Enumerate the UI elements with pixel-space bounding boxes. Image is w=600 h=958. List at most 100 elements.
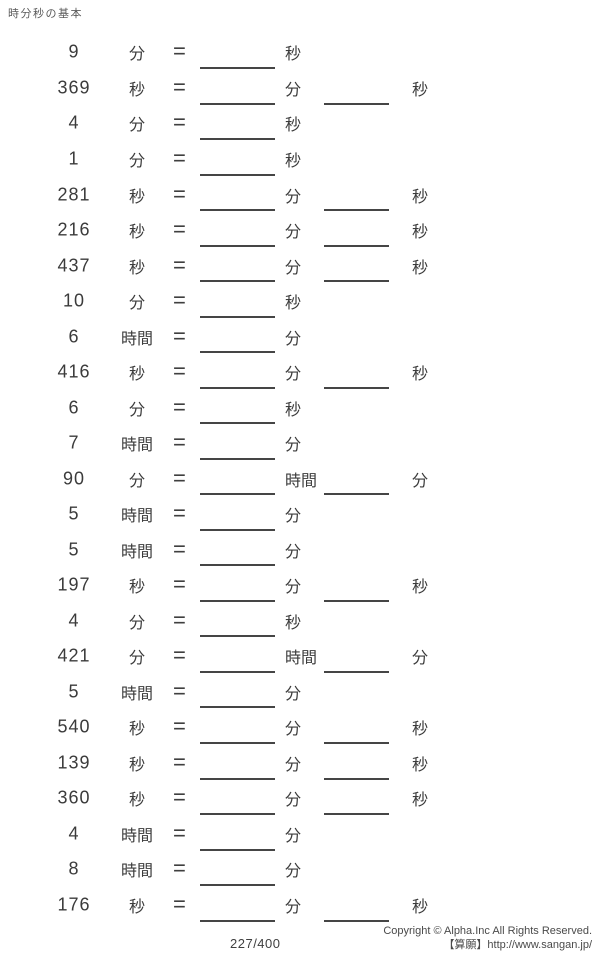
answer-blank-2[interactable] <box>324 599 389 602</box>
problem-unit: 秒 <box>128 898 145 916</box>
equals-sign: = <box>173 180 186 206</box>
result-unit-1: 秒 <box>285 614 302 632</box>
problem-value: 421 <box>57 645 91 666</box>
problem-unit: 秒 <box>128 792 145 810</box>
equals-sign: = <box>173 429 186 455</box>
answer-blank-1[interactable] <box>200 209 275 212</box>
problem-list: 9 分 = 秒 369 秒 = 分 秒 4 分 = 秒 1 分 = 秒 281 … <box>0 35 600 923</box>
problem-unit: 秒 <box>128 259 145 277</box>
problem-row: 10 分 = 秒 <box>0 283 600 319</box>
problem-value: 5 <box>68 681 80 702</box>
problem-row: 5 時間 = 分 <box>0 496 600 532</box>
problem-unit: 秒 <box>128 366 145 384</box>
problem-value: 5 <box>68 539 80 560</box>
result-unit-2: 秒 <box>412 898 429 916</box>
answer-blank-1[interactable] <box>200 280 275 283</box>
problem-unit: 時間 <box>120 863 153 881</box>
answer-blank-1[interactable] <box>200 138 275 141</box>
answer-blank-2[interactable] <box>324 386 389 389</box>
answer-blank-1[interactable] <box>200 635 275 638</box>
answer-blank-1[interactable] <box>200 706 275 709</box>
answer-blank-2[interactable] <box>324 209 389 212</box>
answer-blank-1[interactable] <box>200 102 275 105</box>
problem-row: 7 時間 = 分 <box>0 425 600 461</box>
problem-value: 4 <box>68 610 80 631</box>
answer-blank-1[interactable] <box>200 813 275 816</box>
result-unit-1: 時間 <box>285 650 318 668</box>
answer-blank-1[interactable] <box>200 742 275 744</box>
problem-row: 540 秒 = 分 秒 <box>0 709 600 745</box>
equals-sign: = <box>173 820 186 846</box>
problem-value: 176 <box>57 894 91 915</box>
result-unit-2: 秒 <box>412 792 429 810</box>
problem-value: 139 <box>57 752 91 773</box>
result-unit-1: 分 <box>285 224 302 242</box>
equals-sign: = <box>173 74 186 100</box>
answer-blank-1[interactable] <box>200 777 275 780</box>
answer-blank-1[interactable] <box>200 315 275 318</box>
problem-unit: 分 <box>128 650 145 668</box>
problem-value: 360 <box>57 787 91 808</box>
problem-unit: 時間 <box>120 685 153 703</box>
answer-blank-1[interactable] <box>200 528 275 531</box>
answer-blank-1[interactable] <box>200 564 275 567</box>
answer-blank-2[interactable] <box>324 102 389 105</box>
answer-blank-1[interactable] <box>200 173 275 176</box>
answer-blank-2[interactable] <box>324 919 389 922</box>
problem-unit: 秒 <box>128 756 145 774</box>
answer-blank-2[interactable] <box>324 813 389 816</box>
answer-blank-1[interactable] <box>200 599 275 602</box>
page-title: 時分秒の基本 <box>8 8 83 20</box>
problem-unit: 秒 <box>128 81 145 99</box>
problem-unit: 時間 <box>120 543 153 561</box>
answer-blank-2[interactable] <box>324 280 389 283</box>
problem-unit: 秒 <box>128 579 145 597</box>
problem-value: 216 <box>57 219 91 240</box>
problem-unit: 分 <box>128 152 145 170</box>
answer-blank-1[interactable] <box>200 919 275 922</box>
page-number: 227/400 <box>230 936 281 951</box>
problem-row: 360 秒 = 分 秒 <box>0 781 600 817</box>
answer-blank-1[interactable] <box>200 884 275 887</box>
problem-value: 197 <box>57 574 91 595</box>
answer-blank-2[interactable] <box>324 493 389 496</box>
problem-row: 197 秒 = 分 秒 <box>0 567 600 603</box>
answer-blank-1[interactable] <box>200 848 275 851</box>
result-unit-1: 時間 <box>285 472 318 490</box>
problem-unit: 分 <box>128 117 145 135</box>
answer-blank-1[interactable] <box>200 493 275 496</box>
problem-value: 5 <box>68 503 80 524</box>
result-unit-1: 秒 <box>285 117 302 135</box>
answer-blank-1[interactable] <box>200 67 275 70</box>
answer-blank-1[interactable] <box>200 351 275 354</box>
result-unit-1: 分 <box>285 898 302 916</box>
answer-blank-2[interactable] <box>324 742 389 744</box>
equals-sign: = <box>173 465 186 491</box>
problem-value: 10 <box>62 290 86 311</box>
problem-row: 369 秒 = 分 秒 <box>0 70 600 106</box>
answer-blank-1[interactable] <box>200 422 275 425</box>
result-unit-1: 分 <box>285 188 302 206</box>
problem-row: 139 秒 = 分 秒 <box>0 745 600 781</box>
answer-blank-2[interactable] <box>324 670 389 673</box>
problem-value: 6 <box>68 326 80 347</box>
equals-sign: = <box>173 749 186 775</box>
result-unit-1: 分 <box>285 685 302 703</box>
answer-blank-1[interactable] <box>200 244 275 247</box>
answer-blank-1[interactable] <box>200 386 275 389</box>
result-unit-2: 分 <box>412 650 429 668</box>
answer-blank-2[interactable] <box>324 777 389 780</box>
answer-blank-1[interactable] <box>200 670 275 673</box>
problem-value: 4 <box>68 112 80 133</box>
copyright-line2: 【算願】http://www.sangan.jp/ <box>443 939 592 951</box>
problem-value: 4 <box>68 823 80 844</box>
copyright-line1: Copyright © Alpha.Inc All Rights Reserve… <box>383 925 592 937</box>
problem-value: 437 <box>57 255 91 276</box>
problem-unit: 時間 <box>120 508 153 526</box>
result-unit-1: 分 <box>285 827 302 845</box>
problem-value: 1 <box>68 148 80 169</box>
answer-blank-2[interactable] <box>324 244 389 247</box>
result-unit-1: 分 <box>285 366 302 384</box>
result-unit-1: 秒 <box>285 46 302 64</box>
answer-blank-1[interactable] <box>200 457 275 460</box>
